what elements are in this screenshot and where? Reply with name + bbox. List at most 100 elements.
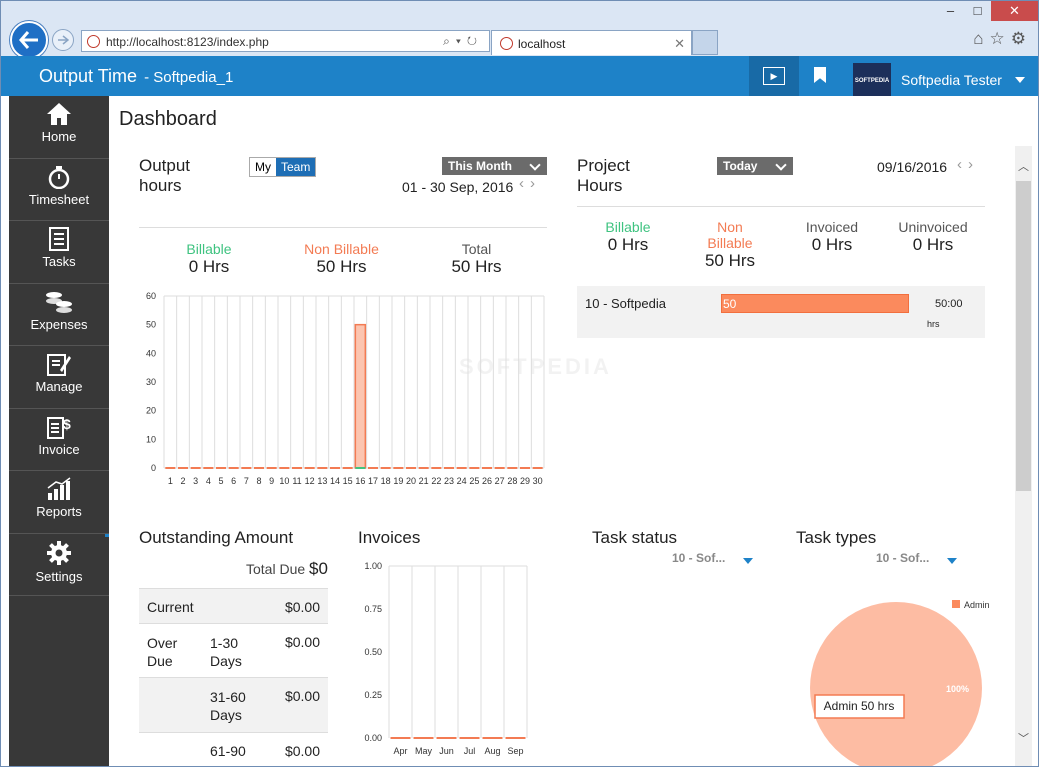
maximize-button[interactable]: □ [973,3,982,18]
chevron-down-icon [529,159,541,171]
stat-value: 0 Hrs [811,235,853,254]
table-row: 61-90 $0.00 [139,732,328,766]
sidebar-item-settings[interactable]: Settings [9,534,109,596]
x-tick-label: 6 [231,476,236,486]
scroll-thumb[interactable] [1016,181,1031,491]
invoice-icon: $ [47,416,71,439]
project-time-unit: hrs [927,319,940,329]
sidebar-item-label: Invoice [38,441,80,457]
favorites-star-icon[interactable]: ☆ [989,29,1005,48]
sidebar-item-invoice[interactable]: $ Invoice [9,409,109,471]
scroll-down-icon[interactable]: ﹀ [1018,733,1029,745]
y-tick-label: 50 [146,320,156,330]
toggle-my[interactable]: My [255,160,271,174]
y-tick-label: 1.00 [364,561,382,571]
y-tick-label: 10 [146,434,156,444]
app-header: Output Time - Softpedia_1 ▶ SOFTPEDIA So… [1,56,1038,99]
project-date: 09/16/2016 [877,159,948,175]
timer-play-button[interactable]: ▶ [749,56,799,96]
x-tick-label: Sep [507,746,523,756]
output-title-line2: hours [139,176,182,195]
task-types-pie-chart: Admin 100% Admin 50 hrs [810,600,990,766]
tab-close-icon[interactable]: ✕ [674,36,685,51]
project-period-dropdown[interactable]: Today [717,157,793,175]
scroll-up-icon[interactable]: ︿ [1018,161,1029,173]
toggle-team[interactable]: Team [276,158,316,176]
x-tick-label: 10 [279,476,289,486]
x-tick-label: 4 [206,476,211,486]
output-period-dropdown[interactable]: This Month [442,157,547,175]
sidebar-item-timesheet[interactable]: Timesheet [9,159,109,221]
minimize-button[interactable]: – [946,3,955,18]
browser-tab[interactable]: localhost ✕ [491,30,692,55]
project-progress-bar: 50 [721,294,909,313]
x-tick-label: 20 [406,476,416,486]
address-tools[interactable]: ⌕▾↻ [443,34,483,48]
x-tick-label: Jul [464,746,476,756]
stat-label: Billable [186,241,232,257]
sidebar-indicator [105,534,109,537]
avatar[interactable]: SOFTPEDIA [853,63,891,99]
x-tick-label: 3 [193,476,198,486]
y-tick-label: 0.50 [364,647,382,657]
output-date-range: 01 - 30 Sep, 2016 [402,179,514,195]
project-nonbillable-stat: Non Billable 50 Hrs [691,219,769,271]
y-tick-label: 0.75 [364,604,382,614]
back-button[interactable] [10,21,48,59]
invoices-chart: 0.00 0.25 0.50 0.75 1.00 Apr May Jun Jul Aug Sep [364,561,528,756]
output-nav-arrows[interactable]: ‹› [519,175,541,192]
x-tick-label: 22 [431,476,441,486]
x-tick-label: May [415,746,433,756]
output-total-stat: Total 50 Hrs [439,241,514,277]
x-tick-label: 25 [469,476,479,486]
task-status-select[interactable]: 10 - Sof... [672,551,726,565]
pie-slice-label: 100% [946,684,969,694]
table-row: Over Due 1-30 Days $0.00 [139,623,328,677]
page-scrollbar[interactable]: ︿ ﹀ [1015,146,1032,766]
task-types-select[interactable]: 10 - Sof... [876,551,930,565]
bookmark-icon[interactable] [814,67,826,83]
bar-nonbillable [354,323,367,469]
stat-label: Billable [707,235,753,251]
x-tick-label: 14 [330,476,340,486]
task-types-caret-icon[interactable] [947,558,957,564]
new-tab-button[interactable] [692,30,718,55]
user-menu-caret-icon[interactable] [1015,77,1025,83]
table-row: 31-60 Days $0.00 [139,677,328,732]
stat-value: 0 Hrs [188,257,230,276]
forward-button[interactable] [52,29,74,51]
coins-icon [46,291,72,313]
x-tick-label: 24 [457,476,467,486]
sidebar-item-expenses[interactable]: Expenses [9,284,109,346]
user-name[interactable]: Softpedia Tester [901,72,1002,88]
project-row[interactable]: 10 - Softpedia 50 50:00 hrs [577,286,985,338]
home-browser-icon[interactable]: ⌂ [973,29,984,48]
address-bar[interactable]: http://localhost:8123/index.php ⌕▾↻ [81,30,490,52]
project-hours-title: Project Hours [577,156,630,196]
arrow-left-icon [19,31,38,49]
sidebar-item-label: Tasks [42,254,76,269]
sidebar-item-label: Settings [35,568,83,584]
sidebar-item-home[interactable]: Home [9,96,109,159]
sidebar-item-label: Reports [36,504,82,519]
y-tick-label: 0.00 [364,733,382,743]
stat-value: 50 Hrs [316,257,367,276]
project-uninvoiced-stat: Uninvoiced 0 Hrs [891,219,975,255]
task-types-title: Task types [796,528,877,547]
close-window-button[interactable]: ✕ [991,1,1038,21]
sidebar-item-tasks[interactable]: Tasks [9,221,109,284]
tab-title: localhost [518,37,566,51]
y-tick-label: 0.25 [364,690,382,700]
sidebar-item-reports[interactable]: Reports [9,471,109,534]
svg-text:$: $ [63,416,71,432]
y-tick-label: 60 [146,291,156,301]
sidebar-item-manage[interactable]: Manage [9,346,109,409]
window-controls: – □ ✕ [937,1,1038,23]
x-tick-label: 7 [244,476,249,486]
watermark: SOFTPEDIA [459,354,612,379]
divider [577,206,985,207]
task-status-caret-icon[interactable] [743,558,753,564]
app-name: Output Time [39,66,138,86]
settings-cog-icon[interactable]: ⚙ [1010,29,1026,48]
project-nav-arrows[interactable]: ‹› [957,156,979,173]
